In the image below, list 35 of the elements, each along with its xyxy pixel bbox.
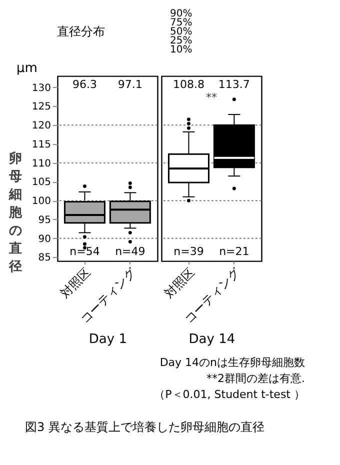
y-axis-title: 卵母細胞の直径 [8, 150, 23, 274]
y-tick-label: 115 [32, 139, 51, 150]
x-axis-title: Day 1 [88, 332, 127, 348]
text: 直径分布 [57, 24, 105, 38]
y-tick-label: 125 [32, 102, 51, 113]
text: μm [16, 61, 38, 76]
text: **2群間の差は有意. [206, 372, 305, 385]
y-tick-label: 130 [32, 82, 51, 94]
x-axis-title: Day 14 [188, 332, 236, 348]
text: 図3 異なる基質上で培養した卵母細胞の直径 [25, 420, 264, 434]
annotation: 97.1 [118, 78, 142, 91]
text: 50% [170, 26, 192, 38]
y-tick-label: 100 [32, 196, 51, 208]
y-tick-label: 105 [32, 177, 51, 188]
text: 75% [170, 18, 192, 28]
y-tick-label: 110 [32, 158, 51, 170]
annotation: n=49 [115, 245, 146, 258]
text: 25% [170, 36, 192, 46]
y-tick-label: 95 [38, 214, 51, 226]
y-tick-label: 85 [38, 252, 51, 264]
x-tick-label: 対照区 [162, 265, 198, 300]
annotation: 108.8 [172, 78, 204, 91]
text: Day 14のnは生存卵母細胞数 [160, 356, 305, 369]
y-tick-label: 120 [32, 120, 51, 132]
annotation: 96.3 [72, 78, 97, 91]
annotation: n=39 [174, 245, 204, 258]
annotation: ** [206, 91, 218, 104]
annotation: 113.7 [218, 78, 250, 91]
annotation: n=21 [219, 245, 250, 258]
text: 10% [170, 44, 192, 56]
text: 90% [170, 8, 192, 20]
y-tick-label: 90 [38, 234, 51, 245]
annotation: n=54 [70, 245, 100, 258]
x-tick-label: 対照区 [58, 265, 94, 300]
text: （P＜0.01, Student t-test ） [154, 388, 305, 401]
